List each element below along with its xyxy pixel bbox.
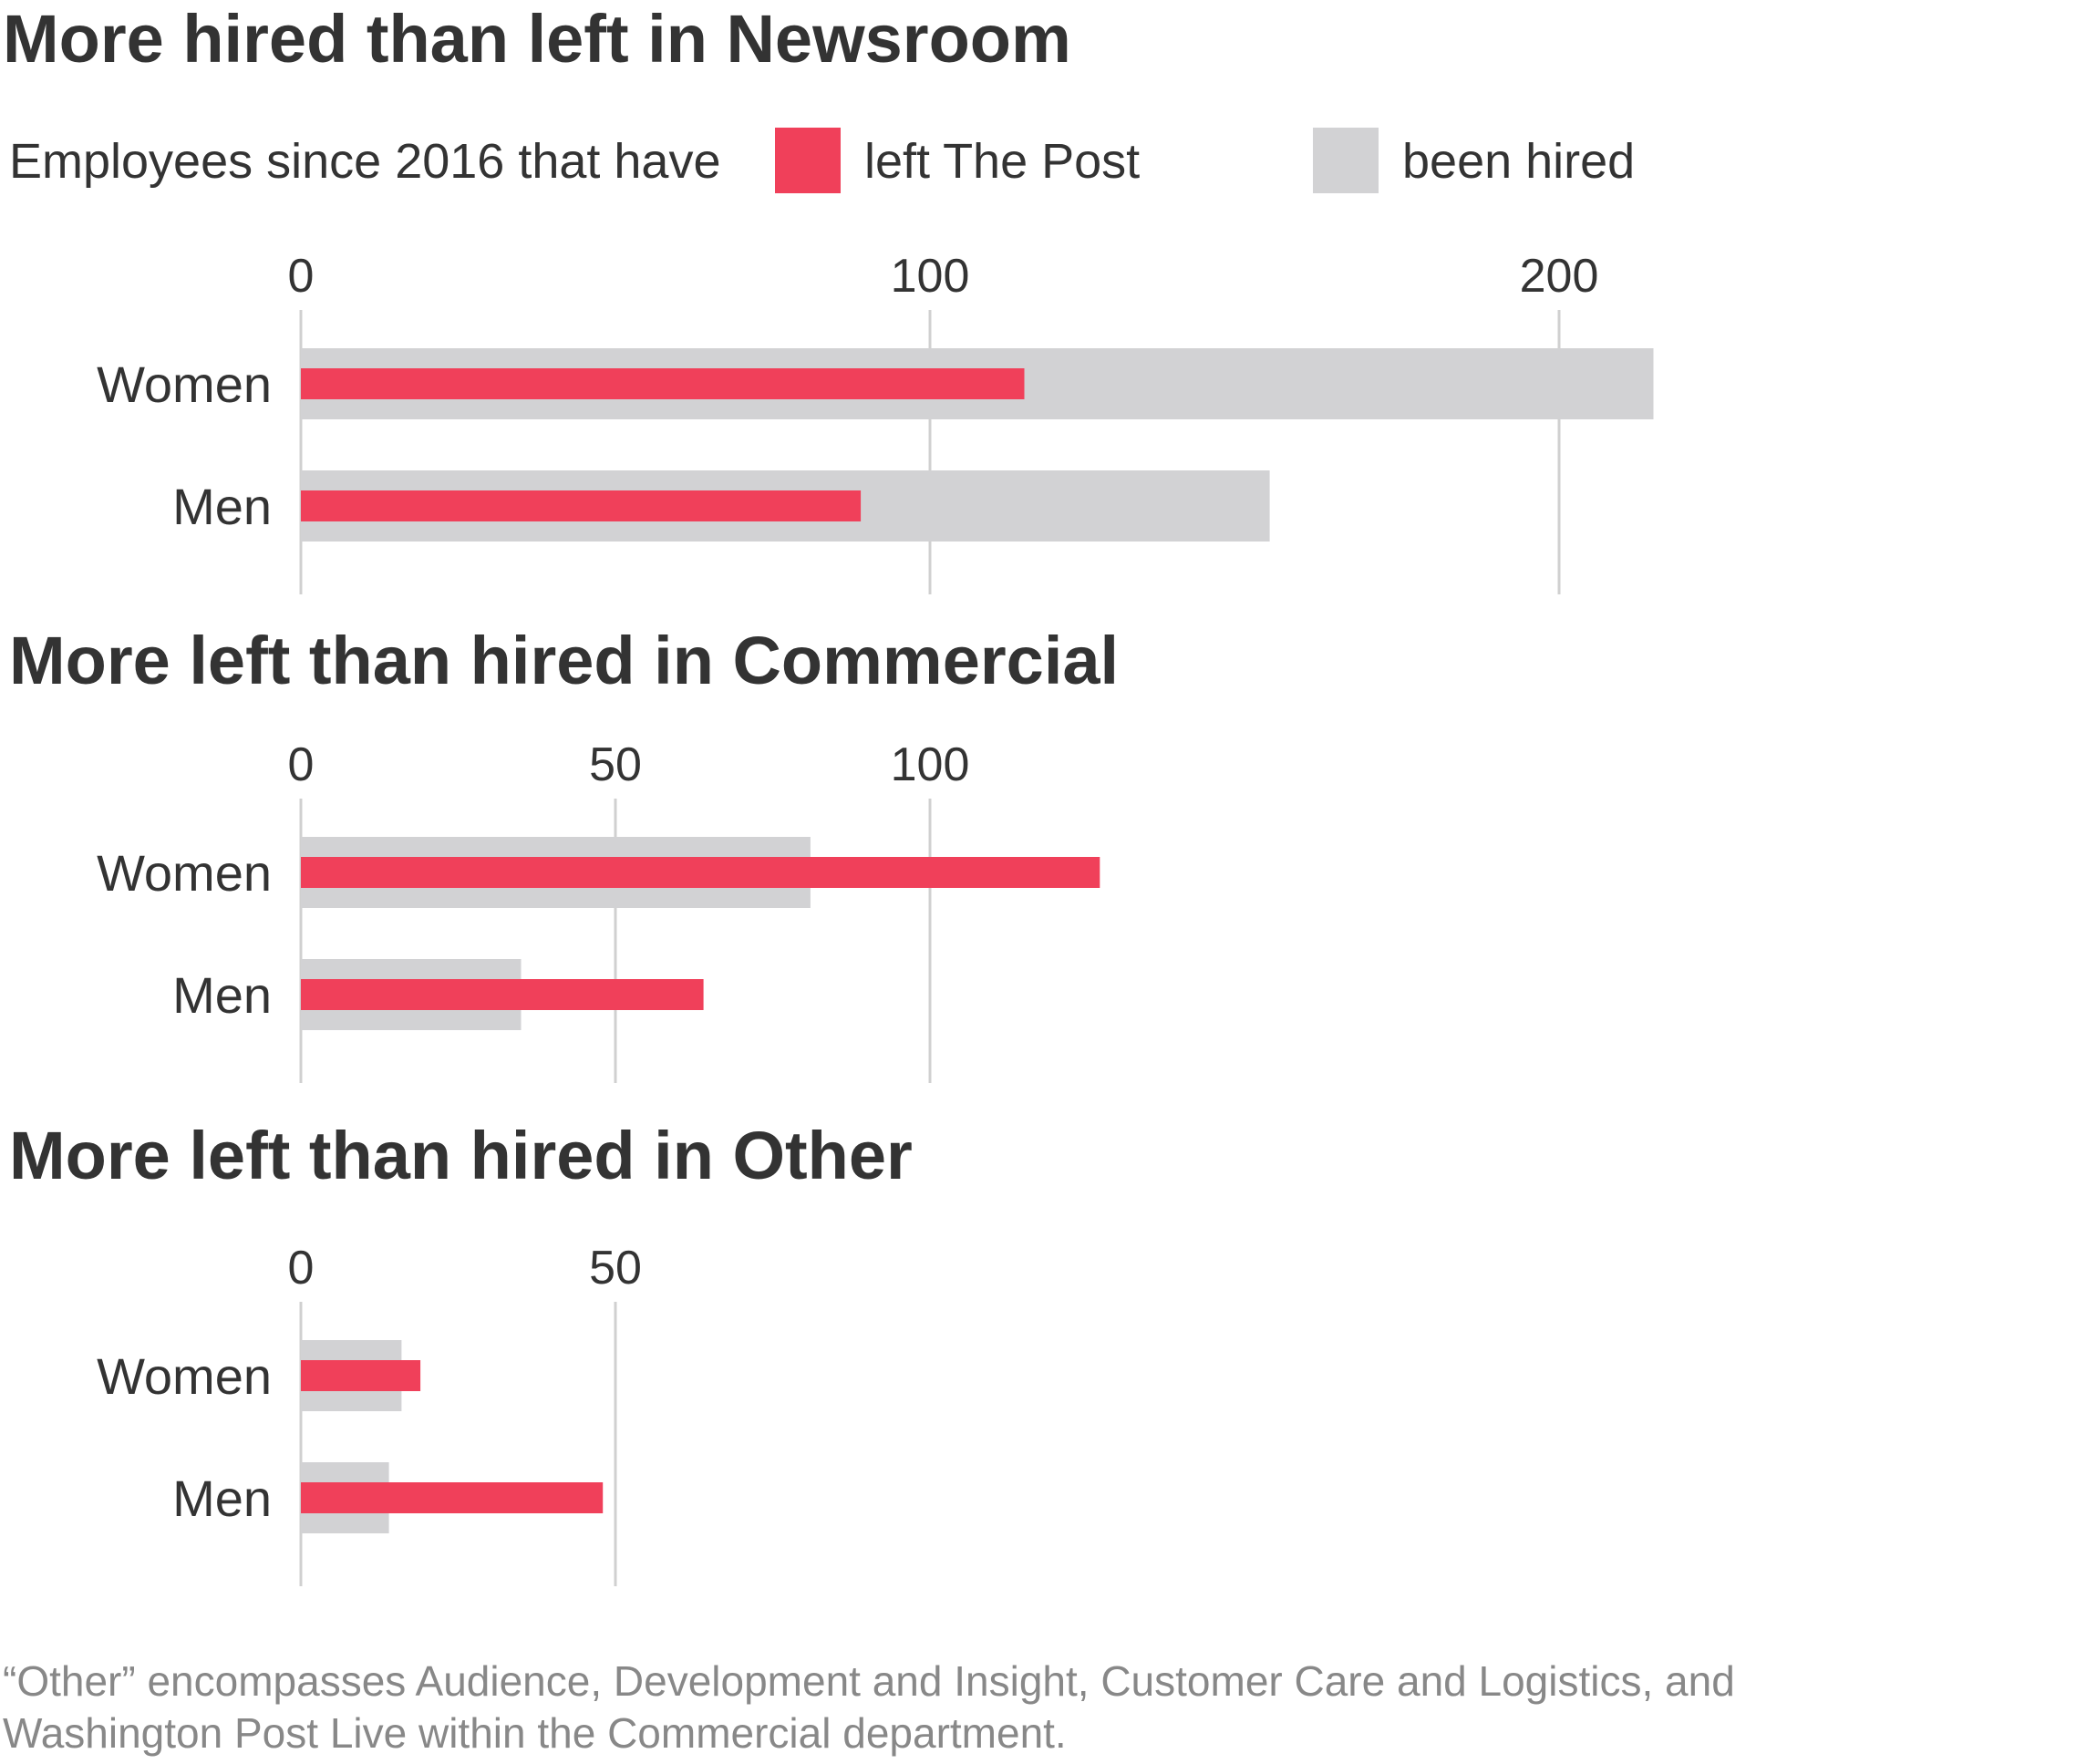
legend-intro: Employees since 2016 that have [9, 134, 721, 189]
bar-left [301, 490, 862, 521]
x-tick-label: 50 [589, 1242, 642, 1295]
category-label: Men [172, 966, 272, 1024]
footnote: “Other” encompasses Audience, Developmen… [3, 1657, 1735, 1757]
x-tick-label: 0 [288, 1242, 315, 1295]
x-tick-label: 50 [589, 738, 642, 791]
category-label: Women [97, 1347, 272, 1405]
category-label: Men [172, 478, 272, 535]
category-label: Men [172, 1470, 272, 1527]
legend: Employees since 2016 that have left The … [9, 128, 1635, 193]
chart-title: More left than hired in Other [9, 1118, 913, 1193]
chart-panels: More hired than left in Newsroom 0 100 200 W… [3, 1, 1654, 1586]
bar-left [301, 979, 704, 1010]
footnote-line-1: “Other” encompasses Audience, Developmen… [3, 1657, 1735, 1705]
category-label: Women [97, 844, 272, 902]
x-tick-label: 100 [891, 250, 970, 303]
x-tick-label: 0 [288, 250, 315, 303]
chart-panel: More left than hired in Other 0 50 Women Men [9, 1118, 913, 1586]
bar-left [301, 368, 1025, 399]
x-tick-label: 100 [891, 738, 970, 791]
x-tick-label: 0 [288, 738, 315, 791]
legend-hired-label: been hired [1402, 134, 1635, 189]
chart-panel: More hired than left in Newsroom 0 100 200 W… [3, 1, 1654, 594]
bar-left [301, 1482, 604, 1513]
chart-title: More hired than left in Newsroom [3, 1, 1071, 77]
legend-hired-swatch [1313, 128, 1379, 193]
footnote-line-2: Washington Post Live within the Commerci… [3, 1709, 1067, 1757]
x-tick-label: 200 [1520, 250, 1599, 303]
legend-left-label: left The Post [864, 134, 1140, 189]
chart-panel: More left than hired in Commercial 0 50 100… [9, 623, 1119, 1083]
legend-left-swatch [775, 128, 841, 193]
chart-title: More left than hired in Commercial [9, 623, 1119, 698]
category-label: Women [97, 356, 272, 413]
bar-left [301, 857, 1100, 888]
bar-left [301, 1360, 421, 1391]
